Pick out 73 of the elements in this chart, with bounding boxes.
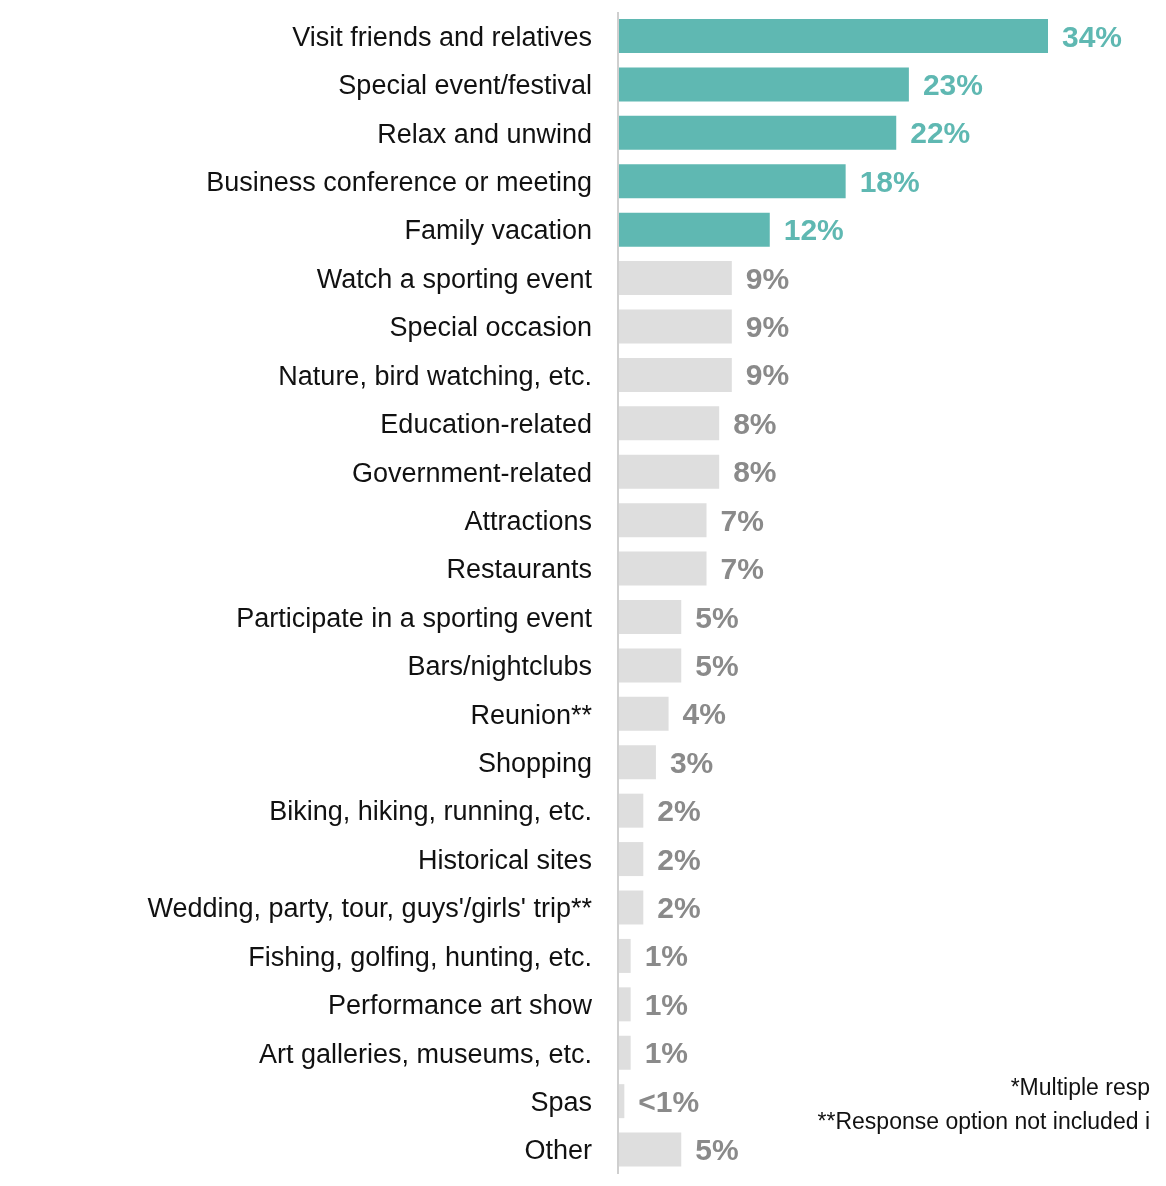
- y-tick-label: Reunion**: [470, 699, 593, 730]
- bar: [618, 115, 897, 150]
- y-tick-label: Special occasion: [389, 312, 592, 343]
- y-tick-label: Business conference or meeting: [206, 167, 592, 198]
- annotation: *Multiple resp: [1009, 1073, 1150, 1102]
- bar: [618, 67, 909, 102]
- y-tick-label: Nature, bird watching, etc.: [278, 360, 592, 391]
- bar: [618, 1132, 682, 1167]
- data-label: 5%: [695, 1133, 739, 1167]
- y-tick-label: Restaurants: [446, 554, 592, 585]
- y-tick-label: Other: [524, 1135, 592, 1166]
- y-tick-label: Special event/festival: [338, 70, 592, 101]
- bar: [618, 454, 720, 489]
- y-tick-label: Visit friends and relatives: [292, 21, 592, 52]
- y-tick-label: Watch a sporting event: [316, 263, 593, 294]
- bar: [618, 309, 732, 344]
- bar: [618, 19, 1048, 53]
- bar: [618, 164, 846, 199]
- bar: [618, 842, 644, 877]
- bar: [618, 261, 732, 296]
- data-label: <1%: [638, 1084, 700, 1118]
- y-tick-label: Government-related: [351, 457, 592, 488]
- bar: [618, 600, 682, 634]
- data-label: 12%: [783, 213, 844, 247]
- y-tick-label: Spas: [530, 1086, 592, 1117]
- data-label: 7%: [720, 552, 764, 586]
- bar: [618, 357, 732, 392]
- data-label: 5%: [695, 600, 739, 634]
- y-tick-label: Wedding, party, tour, guys'/girls' trip**: [147, 893, 593, 924]
- y-tick-label: Biking, hiking, running, etc.: [269, 796, 592, 827]
- y-tick-label: Relax and unwind: [377, 118, 592, 149]
- y-tick-label: Family vacation: [404, 215, 592, 246]
- data-label: 1%: [644, 939, 689, 973]
- data-label: 9%: [745, 261, 790, 295]
- bar: [618, 1035, 631, 1070]
- bar: [618, 745, 656, 780]
- y-tick-label: Education-related: [380, 409, 592, 440]
- data-label: 9%: [745, 310, 790, 343]
- annotation: **Response option not included i: [817, 1107, 1150, 1136]
- y-tick-label: Art galleries, museums, etc.: [258, 1038, 592, 1069]
- bar: [618, 212, 770, 247]
- bar: [618, 503, 707, 538]
- data-label: 8%: [733, 455, 777, 489]
- y-tick-label: Attractions: [464, 505, 592, 536]
- y-tick-label: Shopping: [477, 748, 592, 779]
- data-label: 2%: [657, 842, 701, 876]
- bar: [618, 987, 631, 1022]
- y-tick-label: Participate in a sporting event: [236, 602, 593, 633]
- data-label: 4%: [682, 697, 726, 731]
- bar: [618, 696, 669, 731]
- bar: [618, 890, 644, 925]
- y-tick-label: Performance art show: [327, 990, 593, 1021]
- bar: [618, 406, 720, 441]
- data-label: 23%: [922, 67, 983, 101]
- bar: [618, 648, 682, 683]
- data-label: 3%: [669, 745, 714, 779]
- data-label: 2%: [657, 794, 701, 828]
- bar: [618, 938, 631, 973]
- data-label: 1%: [644, 987, 689, 1021]
- bar: [618, 793, 644, 828]
- data-label: 8%: [733, 406, 777, 440]
- y-tick-label: Fishing, golfing, hunting, etc.: [248, 941, 592, 972]
- data-label: 2%: [657, 891, 701, 924]
- data-label: 1%: [644, 1036, 689, 1070]
- y-tick-label: Historical sites: [417, 844, 592, 875]
- data-label: 5%: [695, 648, 739, 682]
- bar: [618, 551, 707, 586]
- y-tick-label: Bars/nightclubs: [407, 651, 592, 682]
- data-label: 9%: [745, 358, 790, 392]
- data-label: 18%: [859, 164, 920, 198]
- data-label: 34%: [1062, 19, 1123, 53]
- data-label: 7%: [720, 503, 764, 537]
- data-label: 22%: [910, 116, 971, 150]
